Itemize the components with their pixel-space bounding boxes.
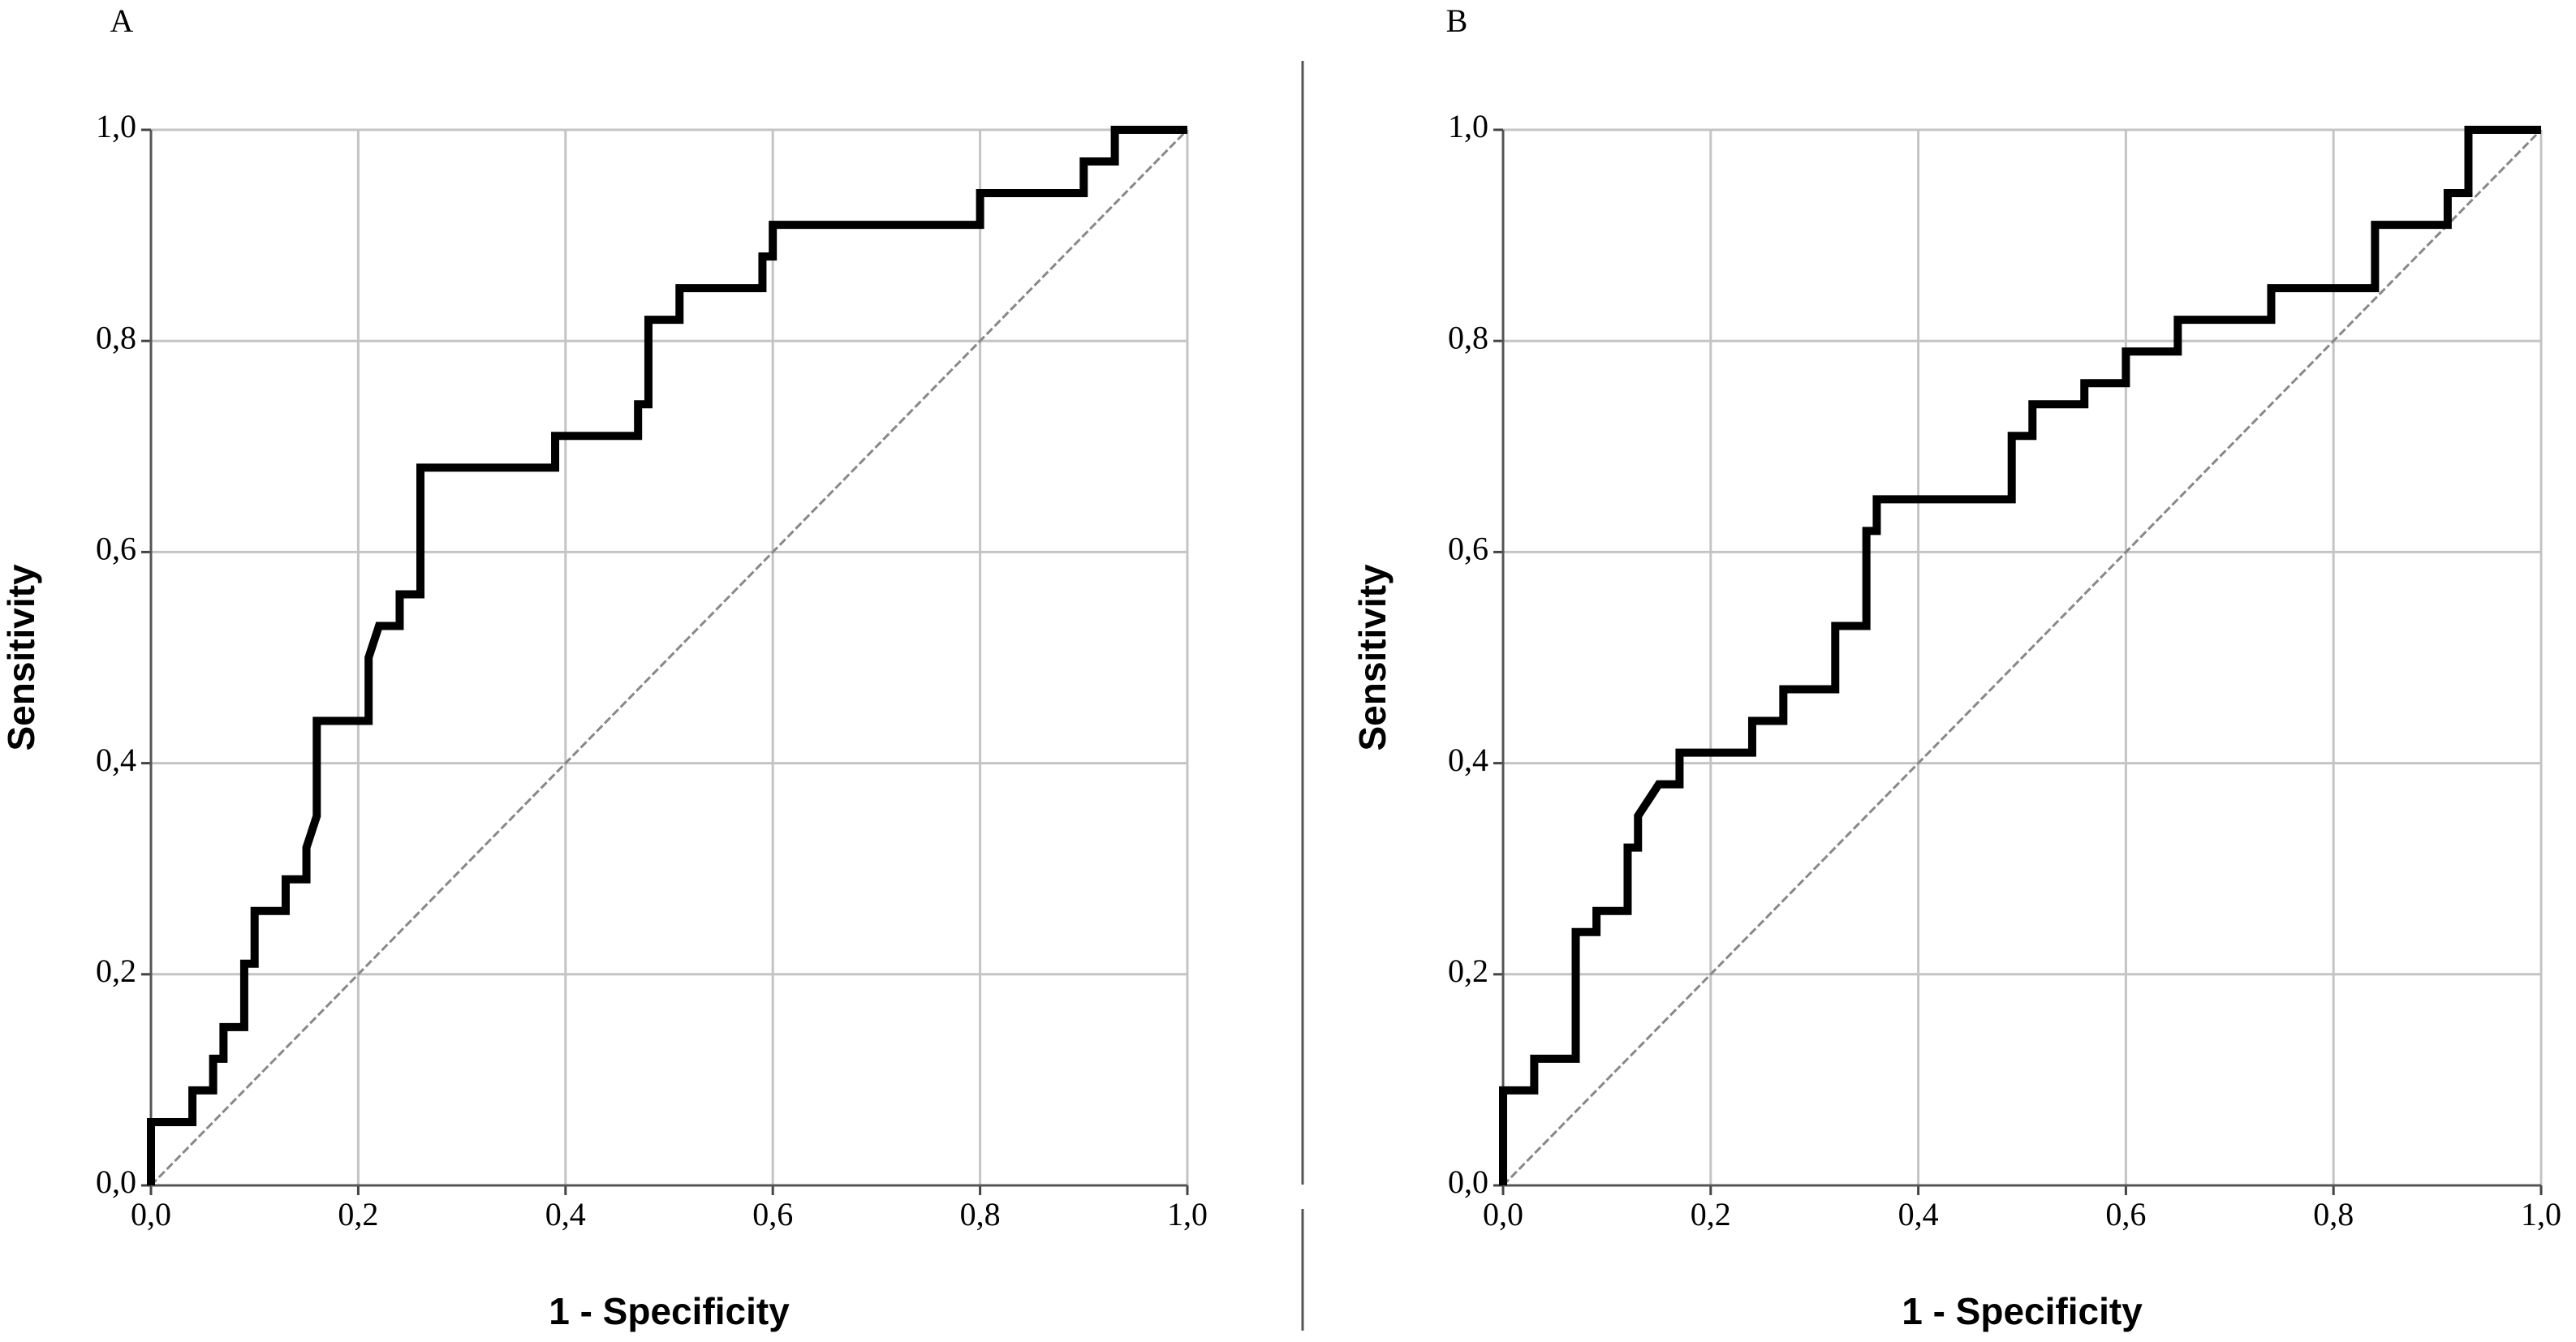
x-tick-label: 0,4 bbox=[545, 1196, 586, 1232]
x-tick-label: 0,4 bbox=[1898, 1196, 1939, 1232]
y-tick-label: 0,0 bbox=[1448, 1163, 1488, 1200]
reference-line bbox=[1501, 128, 2543, 1187]
x-tick-label: 0,0 bbox=[131, 1196, 171, 1232]
y-tick-label: 0,2 bbox=[96, 953, 136, 989]
x-tick-label: 0,2 bbox=[338, 1196, 378, 1232]
panel-label: B bbox=[1446, 2, 1468, 39]
x-axis-title: 1 - Specificity bbox=[1902, 1290, 2143, 1332]
panel-label: A bbox=[110, 2, 134, 39]
roc-curve bbox=[147, 126, 1187, 1185]
y-tick-label: 0,4 bbox=[96, 742, 136, 778]
y-tick-label: 0,8 bbox=[96, 319, 136, 355]
y-tick-label: 0,4 bbox=[1448, 742, 1488, 778]
y-axis-title: Sensitivity bbox=[1351, 564, 1394, 751]
roc-curve bbox=[1499, 126, 2541, 1185]
x-axis-title: 1 - Specificity bbox=[549, 1290, 790, 1332]
x-tick-label: 0,8 bbox=[960, 1196, 1001, 1232]
y-tick-label: 0,6 bbox=[96, 531, 136, 567]
x-tick-label: 1,0 bbox=[1167, 1196, 1208, 1232]
y-tick-label: 0,6 bbox=[1448, 531, 1488, 567]
x-tick-label: 0,6 bbox=[2105, 1196, 2146, 1232]
y-tick-label: 0,0 bbox=[96, 1163, 136, 1200]
x-tick-label: 0,8 bbox=[2313, 1196, 2354, 1232]
x-tick-label: 1,0 bbox=[2521, 1196, 2561, 1232]
x-tick-label: 0,2 bbox=[1691, 1196, 1731, 1232]
y-tick-label: 0,2 bbox=[1448, 953, 1488, 989]
y-axis-title: Sensitivity bbox=[0, 564, 42, 751]
y-tick-label: 1,0 bbox=[96, 108, 136, 144]
x-tick-label: 0,6 bbox=[752, 1196, 793, 1232]
y-tick-label: 0,8 bbox=[1448, 319, 1488, 355]
x-tick-label: 0,0 bbox=[1483, 1196, 1523, 1232]
reference-line bbox=[149, 128, 1189, 1187]
y-tick-label: 1,0 bbox=[1448, 108, 1488, 144]
